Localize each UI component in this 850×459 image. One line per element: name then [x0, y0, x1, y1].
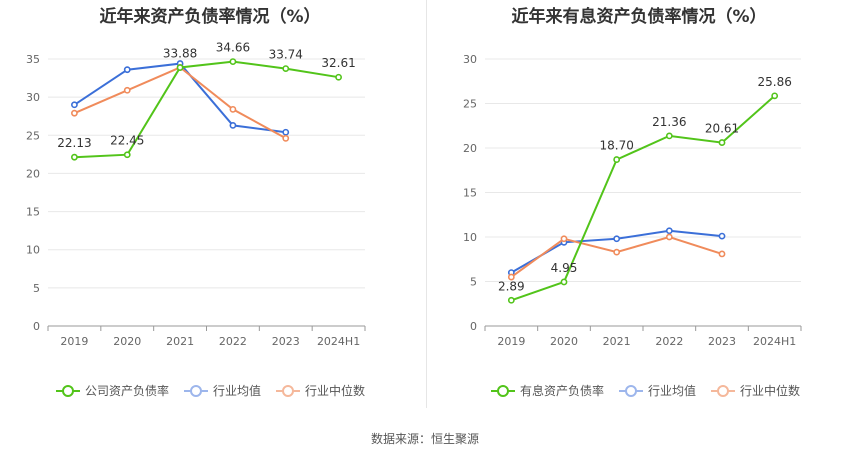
y-tick-label: 5	[33, 282, 40, 295]
legend-label: 行业均值	[213, 384, 262, 398]
chart-divider	[426, 0, 427, 408]
series-line	[510, 235, 723, 278]
y-tick-label: 30	[26, 91, 40, 104]
x-tick-label: 2021	[166, 335, 194, 348]
y-tick-label: 35	[26, 53, 40, 66]
data-point	[718, 250, 726, 258]
legend-label: 行业中位数	[740, 384, 801, 398]
data-source-note: 数据来源：恒生聚源	[370, 432, 479, 446]
data-point	[665, 233, 673, 241]
data-label: 25.86	[757, 75, 791, 89]
data-point	[123, 66, 131, 74]
data-point	[229, 105, 237, 113]
data-point	[229, 121, 237, 129]
data-point	[123, 86, 131, 94]
x-tick-label: 2024H1	[753, 335, 796, 348]
legend-line-blue-icon	[619, 384, 644, 397]
legend-item-company-debt-ratio[interactable]: 公司资产负债率	[55, 382, 169, 399]
x-tick-label: 2019	[60, 335, 88, 348]
data-label: 18.70	[599, 139, 633, 153]
series-line	[510, 95, 776, 302]
data-label: 4.95	[551, 261, 578, 275]
data-label: 20.61	[705, 122, 739, 136]
data-label: 33.74	[269, 48, 303, 62]
data-point	[71, 153, 78, 161]
data-point	[613, 235, 621, 243]
legend-line-green-icon	[56, 384, 80, 397]
data-point	[71, 109, 78, 117]
data-point	[665, 227, 673, 235]
y-tick-label: 25	[26, 129, 40, 142]
y-tick-label: 0	[33, 320, 40, 333]
y-tick-label: 0	[470, 320, 477, 333]
data-point	[282, 134, 290, 142]
data-point	[229, 58, 237, 65]
data-point	[560, 235, 568, 243]
data-point	[123, 151, 131, 159]
data-point	[665, 132, 673, 140]
left-chart-title: 近年来资产负债率情况（%）	[99, 7, 321, 27]
data-label: 34.66	[216, 41, 250, 55]
y-tick-label: 15	[26, 206, 40, 219]
data-point	[613, 248, 621, 256]
data-point	[71, 101, 78, 109]
data-point	[613, 156, 621, 163]
legend-line-orange-icon	[711, 384, 736, 397]
y-tick-label: 5	[470, 276, 477, 289]
y-tick-label: 30	[463, 53, 477, 66]
x-tick-label: 2022	[219, 335, 247, 348]
x-tick-label: 2023	[272, 335, 300, 348]
data-point	[507, 273, 515, 281]
right-line-chart: 0 5 10 15 20 25 30 2019 2020 2021 2022 2023 2024H1 2.…	[463, 53, 802, 348]
x-tick-label: 2021	[603, 335, 631, 348]
data-label: 32.61	[321, 56, 355, 70]
y-tick-label: 20	[26, 167, 40, 180]
legend-item-industry-median[interactable]: 行业中位数	[275, 382, 365, 399]
data-point	[560, 278, 568, 286]
data-point	[282, 128, 290, 136]
legend-label: 有息资产负债率	[520, 384, 605, 398]
legend-label: 公司资产负债率	[85, 384, 170, 398]
y-tick-label: 10	[463, 231, 477, 244]
data-point	[176, 64, 184, 71]
legend-line-green-icon	[491, 384, 515, 397]
data-label: 22.45	[110, 134, 144, 148]
legend-label: 行业中位数	[305, 384, 366, 398]
left-line-chart: 0 5 10 15 20 25 30 35 2019 2020 2021 2022 2023 2024H1…	[26, 41, 366, 348]
data-label: 22.13	[57, 136, 91, 150]
x-tick-label: 2022	[655, 335, 683, 348]
right-chart-legend: 有息资产负债率 行业均值 行业中位数	[490, 382, 814, 399]
data-point	[507, 296, 515, 304]
data-point	[771, 92, 779, 100]
legend-label: 行业均值	[648, 384, 697, 398]
legend-item-industry-median[interactable]: 行业中位数	[710, 382, 800, 399]
data-label: 33.88	[163, 47, 197, 61]
x-tick-label: 2019	[497, 335, 525, 348]
y-tick-label: 25	[463, 98, 477, 111]
data-point	[282, 65, 290, 73]
legend-item-interest-bearing-debt-ratio[interactable]: 有息资产负债率	[490, 382, 604, 399]
legend-item-industry-average[interactable]: 行业均值	[618, 382, 696, 399]
data-point	[718, 232, 726, 240]
legend-line-blue-icon	[184, 384, 209, 397]
x-tick-label: 2023	[708, 335, 736, 348]
series-line	[74, 60, 339, 159]
data-label: 21.36	[652, 115, 686, 129]
data-point	[718, 139, 726, 146]
left-chart-legend: 公司资产负债率 行业均值 行业中位数	[55, 382, 379, 399]
y-tick-label: 15	[463, 187, 477, 200]
legend-item-industry-average[interactable]: 行业均值	[183, 382, 261, 399]
x-tick-label: 2024H1	[317, 335, 360, 348]
y-tick-label: 10	[26, 244, 40, 257]
data-point	[335, 73, 342, 81]
legend-line-orange-icon	[276, 384, 301, 397]
y-tick-label: 20	[463, 142, 477, 155]
x-tick-label: 2020	[113, 335, 141, 348]
x-tick-label: 2020	[550, 335, 578, 348]
data-label: 2.89	[498, 279, 525, 293]
right-chart-title: 近年来有息资产负债率情况（%）	[511, 7, 767, 27]
